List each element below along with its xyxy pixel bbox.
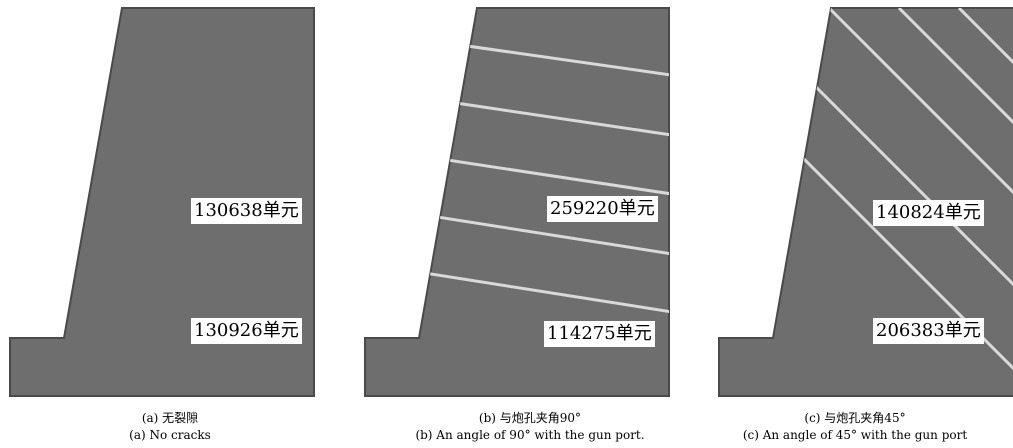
panel-b-label-bottom: 114275单元 xyxy=(544,321,655,347)
panel-b-label-top: 259220单元 xyxy=(547,196,658,222)
panel-b-model xyxy=(364,7,670,397)
panel-c-body xyxy=(718,7,1013,397)
panel-a-label-top: 130638单元 xyxy=(191,198,302,224)
panel-c-crack-1 xyxy=(827,8,1013,290)
panel-b-caption-en: (b) An angle of 90° with the gun port. xyxy=(415,428,645,442)
panel-a-caption-cn: (a) 无裂隙 xyxy=(141,411,199,425)
panel-a-body xyxy=(9,7,315,397)
panel-c-crack-4 xyxy=(897,8,1013,290)
panel-c-crack-5 xyxy=(957,8,1013,290)
panel-a-model xyxy=(9,7,315,397)
panel-c-label-bottom: 206383单元 xyxy=(873,318,984,344)
panel-c-label-top: 140824单元 xyxy=(873,200,984,226)
panel-c-caption-cn: (c) 与炮孔夹角45° xyxy=(804,411,906,425)
panel-a-label-bottom: 130926单元 xyxy=(191,318,302,344)
panel-a-caption-en: (a) No cracks xyxy=(129,428,211,442)
panel-c-caption-en: (c) An angle of 45° with the gun port xyxy=(742,428,968,442)
panel-c-crack-3 xyxy=(767,122,1013,396)
panel-b-caption-cn: (b) 与炮孔夹角90° xyxy=(478,411,582,425)
